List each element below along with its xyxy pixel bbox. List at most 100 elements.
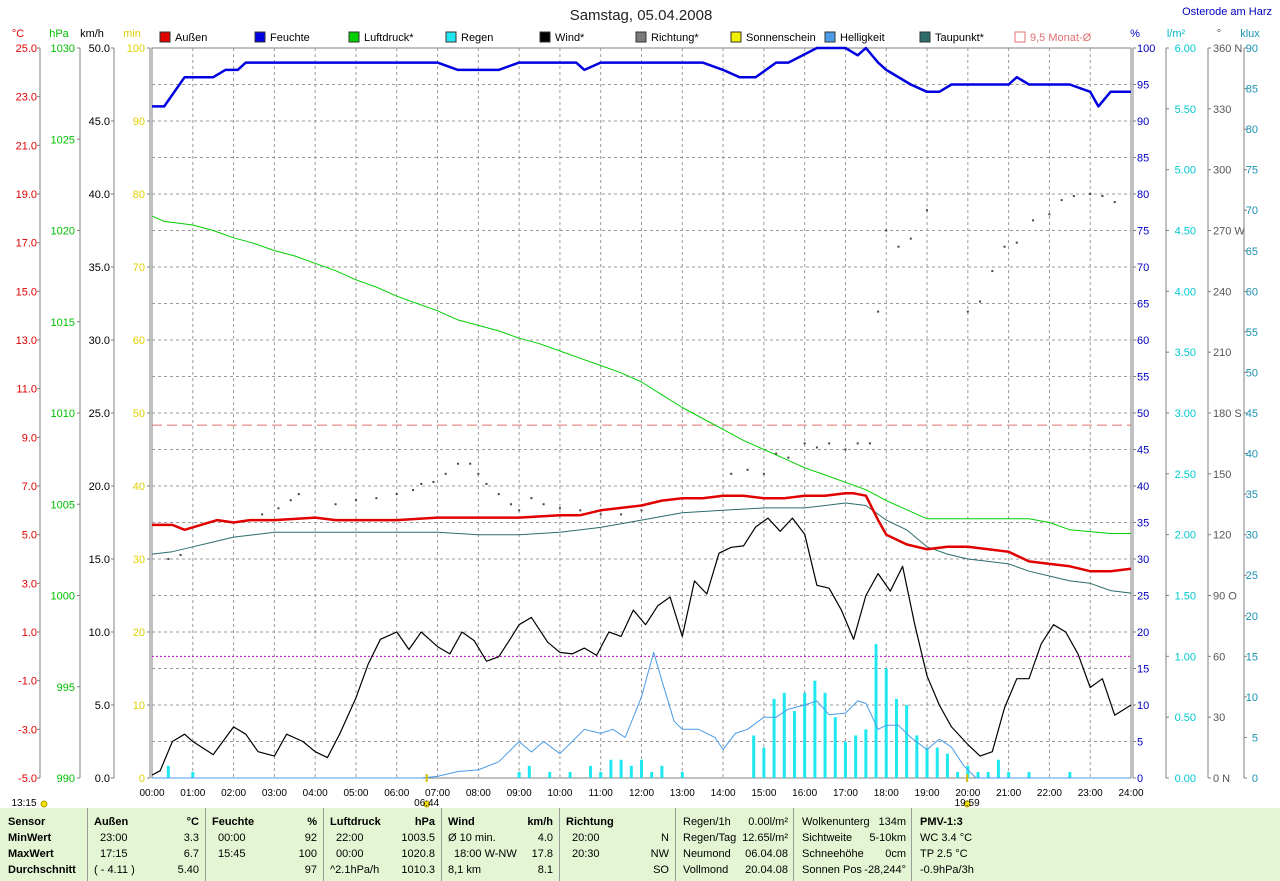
direction-point bbox=[395, 493, 398, 496]
summary-luftdruck-unit: hPa bbox=[414, 816, 435, 828]
rain-axis-tick-label: 0.50 bbox=[1175, 712, 1196, 724]
wind-axis-tick-label: 15.0 bbox=[89, 554, 110, 566]
temp-axis-tick-label: 5.0 bbox=[22, 530, 37, 542]
direction-axis-tick-label: 150 bbox=[1213, 469, 1231, 481]
x-tick-label: 16:00 bbox=[792, 788, 817, 799]
direction-point bbox=[1101, 195, 1104, 198]
direction-point bbox=[762, 472, 765, 475]
rain-axis-tick-label: 2.50 bbox=[1175, 469, 1196, 481]
direction-axis-tick-label: 270 W bbox=[1213, 226, 1245, 238]
x-tick-label: 15:00 bbox=[751, 788, 776, 799]
brightness-axis-tick-label: 15 bbox=[1246, 651, 1258, 663]
rain-axis-tick-label: 5.00 bbox=[1175, 165, 1196, 177]
rain-bar bbox=[986, 771, 990, 778]
summary-aussen-unit: °C bbox=[186, 816, 199, 828]
rain-axis-tick-label: 1.50 bbox=[1175, 591, 1196, 603]
rain-bar bbox=[772, 698, 776, 778]
legend-label: Taupunkt* bbox=[935, 32, 985, 44]
summary-wind-mean-val: 8.1 bbox=[537, 864, 553, 876]
summary-wind-max-label: 18:00 W-NW bbox=[454, 848, 517, 860]
temp-axis-tick-label: 1.0 bbox=[22, 627, 37, 639]
rain-axis-tick-label: 2.00 bbox=[1175, 530, 1196, 542]
humidity-axis-tick-label: 45 bbox=[1137, 445, 1149, 457]
rain-bar bbox=[915, 735, 919, 778]
legend-swatch bbox=[1014, 31, 1026, 43]
wind-axis-tick-label: 25.0 bbox=[89, 408, 110, 420]
direction-point bbox=[640, 509, 643, 512]
direction-point bbox=[787, 456, 790, 459]
direction-point bbox=[991, 270, 994, 273]
brightness-axis-tick-label: 60 bbox=[1246, 286, 1258, 298]
direction-point bbox=[509, 503, 512, 506]
temp-axis-tick-label: 21.0 bbox=[16, 140, 37, 152]
rain-bar bbox=[589, 765, 593, 778]
x-tick-label: 09:00 bbox=[507, 788, 532, 799]
direction-point bbox=[815, 446, 818, 449]
axes-group: 00:00 01:00 02:00 03:00 04:00 05:00 06:00 07:00… bbox=[16, 43, 1258, 799]
x-tick-label: 21:00 bbox=[996, 788, 1021, 799]
brightness-axis-tick-label: 5 bbox=[1252, 732, 1258, 744]
legend-swatch bbox=[539, 31, 551, 43]
summary-richtung-min-time: 20:00 bbox=[572, 832, 600, 844]
summary-sonnenpos-val: -28,244° bbox=[864, 864, 906, 876]
summary-regen-1h-label: Regen/1h bbox=[683, 816, 731, 828]
summary-aussen-min-time: 23:00 bbox=[100, 832, 128, 844]
rain-axis-tick-label: 6.00 bbox=[1175, 43, 1196, 55]
pressure-axis-tick-label: 1015 bbox=[51, 317, 75, 329]
series-line-wind bbox=[151, 517, 1132, 776]
summary-sicht-label: Sichtweite bbox=[802, 832, 853, 844]
direction-point bbox=[730, 472, 733, 475]
rain-bar bbox=[640, 759, 643, 778]
rain-bar bbox=[619, 759, 623, 778]
summary-luftdruck-max-time: 00:00 bbox=[336, 848, 364, 860]
legend-label: Helligkeit bbox=[840, 32, 885, 44]
header-temp-unit: °C bbox=[12, 28, 24, 40]
rain-bar bbox=[843, 741, 847, 778]
sunshine-axis-tick-label: 60 bbox=[133, 335, 145, 347]
summary-richtung-head: Richtung bbox=[566, 816, 614, 828]
direction-point bbox=[485, 482, 488, 485]
series-line-luftdruck bbox=[151, 215, 1131, 534]
humidity-axis-tick-label: 20 bbox=[1137, 627, 1149, 639]
summary-luftdruck-avg-val: 1010.3 bbox=[401, 864, 435, 876]
wind-axis-tick-label: 0.0 bbox=[95, 773, 110, 785]
brightness-axis-tick-label: 70 bbox=[1246, 205, 1258, 217]
legend-swatch bbox=[159, 31, 171, 43]
brightness-axis-tick-label: 50 bbox=[1246, 367, 1258, 379]
wind-axis-tick-label: 45.0 bbox=[89, 116, 110, 128]
rain-bar bbox=[782, 692, 786, 778]
summary-aussen-max-time: 17:15 bbox=[100, 848, 128, 860]
summary-vollmond-val: 20.04.08 bbox=[745, 864, 788, 876]
brightness-axis-tick-label: 55 bbox=[1246, 327, 1258, 339]
rain-bar bbox=[517, 771, 521, 778]
summary-sicht-val: 5-10km bbox=[869, 832, 906, 844]
temp-axis-tick-label: 11.0 bbox=[16, 384, 37, 396]
legend-swatch bbox=[730, 31, 742, 43]
x-tick-label: 04:00 bbox=[303, 788, 328, 799]
direction-point bbox=[518, 509, 521, 512]
brightness-axis-tick-label: 20 bbox=[1246, 611, 1258, 623]
direction-point bbox=[477, 472, 480, 475]
direction-point bbox=[497, 493, 500, 496]
summary-aussen-avg-val: 5.40 bbox=[177, 864, 199, 876]
summary-aussen-max-val: 6.7 bbox=[183, 848, 199, 860]
temp-axis-tick-label: 15.0 bbox=[16, 286, 37, 298]
pressure-axis-tick-label: 990 bbox=[57, 773, 75, 785]
direction-point bbox=[599, 513, 602, 516]
wind-axis-tick-label: 40.0 bbox=[89, 189, 110, 201]
rain-bar bbox=[660, 765, 664, 778]
sunshine-axis-tick-label: 90 bbox=[133, 116, 145, 128]
rain-bar bbox=[905, 705, 909, 778]
rain-bar bbox=[166, 765, 170, 778]
rain-bar bbox=[945, 753, 949, 778]
humidity-axis-tick-label: 95 bbox=[1137, 80, 1149, 92]
summary-regen-tag-val: 12.65l/m² bbox=[742, 832, 788, 844]
series-line-außen bbox=[152, 492, 1132, 573]
summary-luftdruck-head: Luftdruck bbox=[330, 816, 381, 828]
summary-wind-max-val: 17.8 bbox=[531, 848, 553, 860]
sunshine-axis-tick-label: 10 bbox=[133, 700, 145, 712]
humidity-axis-tick-label: 30 bbox=[1137, 554, 1149, 566]
direction-point bbox=[289, 499, 292, 502]
legend-swatch bbox=[919, 31, 931, 43]
direction-point bbox=[897, 245, 900, 248]
